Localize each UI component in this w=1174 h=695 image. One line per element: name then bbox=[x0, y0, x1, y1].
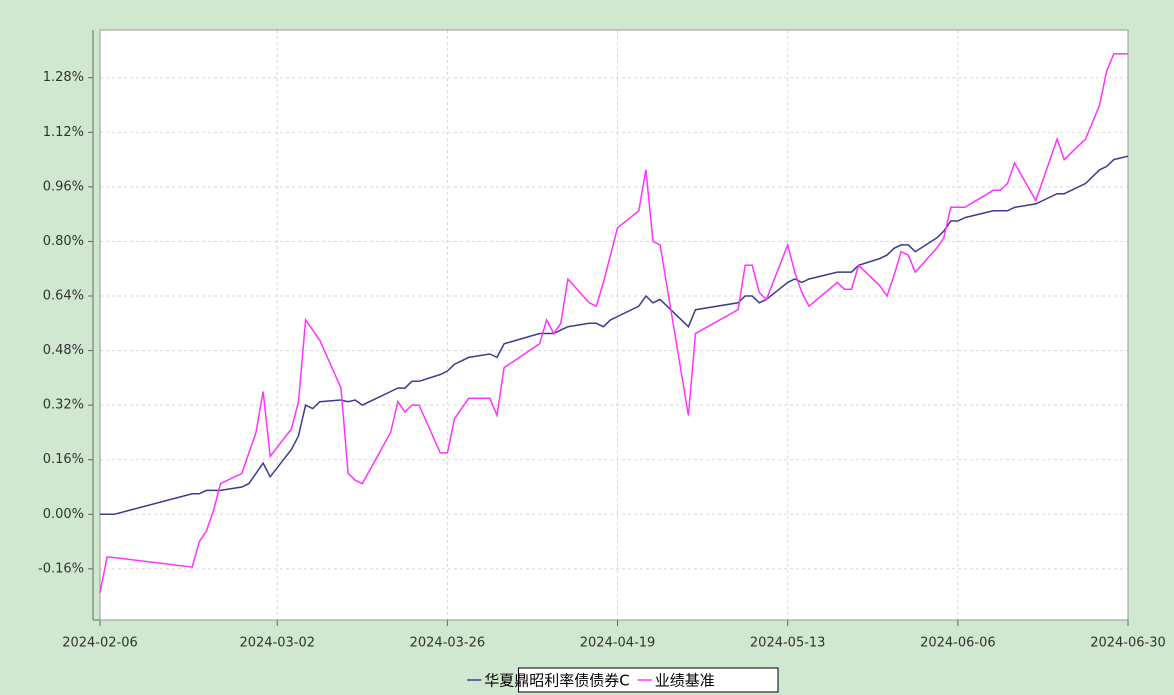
y-tick-label: 0.80% bbox=[43, 234, 84, 249]
x-tick-label: 2024-05-13 bbox=[750, 636, 826, 651]
y-tick-label: -0.16% bbox=[38, 561, 84, 576]
legend-label: 业绩基准 bbox=[655, 672, 715, 690]
x-tick-label: 2024-03-26 bbox=[410, 636, 486, 651]
y-tick-label: 0.96% bbox=[43, 179, 84, 194]
y-tick-label: 0.32% bbox=[43, 398, 84, 413]
y-tick-label: 0.48% bbox=[43, 343, 84, 358]
plot-area bbox=[100, 30, 1128, 620]
y-tick-label: 0.16% bbox=[43, 452, 84, 467]
x-tick-label: 2024-03-02 bbox=[239, 636, 315, 651]
y-tick-label: 0.00% bbox=[43, 507, 84, 522]
legend: 华夏鼎昭利率债债券C 业绩基准 bbox=[467, 667, 779, 693]
x-tick-label: 2024-06-06 bbox=[920, 636, 996, 651]
y-tick-label: 1.12% bbox=[43, 125, 84, 140]
y-tick-label: 1.28% bbox=[43, 70, 84, 85]
series-line bbox=[99, 53, 1128, 593]
series-line bbox=[100, 155, 1129, 516]
plot-border bbox=[99, 29, 1129, 621]
x-tick-label: 2024-02-06 bbox=[62, 636, 138, 651]
x-tick-label: 2024-06-30 bbox=[1090, 636, 1166, 651]
y-tick-label: 0.64% bbox=[43, 289, 84, 304]
legend-label: 华夏鼎昭利率债债券C bbox=[484, 672, 629, 690]
x-tick-label: 2024-04-19 bbox=[580, 636, 656, 651]
